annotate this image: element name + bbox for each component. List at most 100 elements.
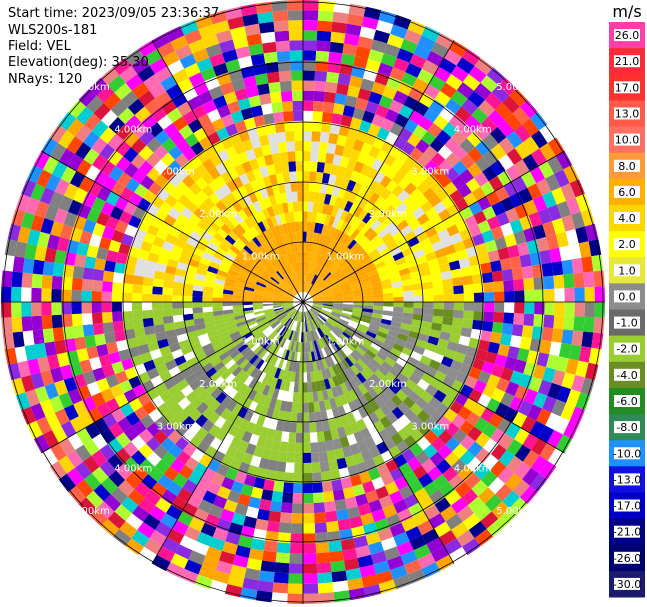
velocity-gate: [196, 440, 210, 454]
velocity-gate: [219, 550, 236, 565]
velocity-gate: [267, 342, 276, 353]
velocity-gate: [362, 308, 374, 313]
velocity-gate: [389, 522, 406, 537]
velocity-gate: [273, 572, 289, 584]
velocity-gate: [69, 416, 86, 433]
velocity-gate: [402, 312, 414, 320]
velocity-gate: [262, 299, 273, 302]
velocity-gate: [220, 420, 233, 433]
velocity-gate: [234, 471, 247, 484]
velocity-gate: [176, 333, 189, 343]
velocity-gate: [430, 409, 444, 424]
velocity-gate: [277, 336, 285, 347]
velocity-gate: [328, 344, 336, 355]
velocity-gate: [513, 313, 525, 326]
velocity-gate: [309, 361, 314, 373]
velocity-gate: [154, 416, 169, 430]
velocity-gate: [394, 476, 409, 491]
velocity-gate: [271, 388, 280, 400]
velocity-gate: [328, 418, 337, 430]
velocity-gate: [424, 416, 438, 431]
velocity-gate: [331, 570, 348, 583]
velocity-gate: [180, 384, 194, 397]
velocity-gate: [248, 496, 262, 509]
velocity-gate: [275, 310, 286, 316]
velocity-gate: [428, 513, 446, 529]
velocity-gate: [300, 312, 303, 323]
velocity-gate: [81, 290, 92, 302]
velocity-gate: [415, 450, 430, 465]
colorbar-tick-label: 13.0: [615, 108, 640, 121]
velocity-gate: [232, 415, 244, 428]
velocity-gate: [363, 366, 375, 377]
velocity-gate: [197, 476, 212, 491]
velocity-gate: [486, 398, 501, 413]
velocity-gate: [323, 335, 331, 346]
velocity-gate: [83, 473, 101, 491]
velocity-gate: [258, 348, 268, 359]
velocity-gate: [12, 331, 25, 348]
velocity-gate: [323, 490, 335, 503]
velocity-gate: [319, 313, 329, 320]
velocity-gate: [429, 489, 445, 505]
velocity-gate: [227, 490, 241, 504]
velocity-gate: [192, 302, 203, 308]
velocity-gate: [323, 346, 331, 358]
velocity-gate: [182, 302, 193, 309]
colorbar-tick-label: 4.0: [618, 212, 636, 225]
velocity-gate: [443, 302, 455, 310]
velocity-gate: [383, 302, 394, 307]
velocity-gate: [427, 466, 443, 482]
velocity-gate: [452, 428, 468, 444]
velocity-gate: [111, 302, 122, 312]
velocity-gate: [247, 389, 258, 401]
velocity-gate: [166, 481, 183, 497]
velocity-gate: [252, 304, 263, 308]
velocity-gate: [329, 469, 341, 481]
velocity-gate: [152, 316, 164, 326]
velocity-gate: [195, 427, 209, 441]
velocity-gate: [303, 442, 311, 454]
velocity-gate: [445, 513, 463, 530]
velocity-gate: [491, 322, 504, 334]
velocity-gate: [425, 366, 438, 378]
velocity-gate: [360, 449, 373, 462]
velocity-gate: [270, 366, 278, 378]
velocity-gate: [343, 304, 354, 308]
velocity-gate: [178, 464, 194, 480]
velocity-gate: [442, 375, 456, 388]
velocity-gate: [573, 316, 585, 332]
velocity-gate: [165, 359, 178, 371]
velocity-gate: [7, 362, 21, 381]
velocity-gate: [101, 312, 113, 323]
velocity-gate: [246, 320, 257, 327]
velocity-gate: [253, 308, 264, 313]
velocity-gate: [188, 336, 200, 346]
velocity-gate: [308, 351, 313, 363]
velocity-gate: [235, 369, 246, 381]
velocity-gate: [487, 341, 500, 355]
velocity-gate: [190, 448, 205, 463]
velocity-gate: [47, 354, 60, 370]
velocity-gate: [87, 407, 103, 423]
velocity-gate: [342, 308, 353, 313]
velocity-gate: [284, 305, 294, 311]
velocity-gate: [401, 448, 416, 463]
velocity-gate: [226, 323, 238, 331]
velocity-gate: [186, 356, 199, 368]
velocity-gate: [109, 383, 124, 398]
velocity-gate: [410, 351, 423, 362]
velocity-gate: [472, 319, 484, 331]
velocity-gate: [276, 461, 287, 473]
velocity-gate: [345, 567, 362, 581]
velocity-gate: [300, 342, 303, 353]
velocity-gate: [319, 312, 330, 319]
velocity-gate: [325, 321, 335, 329]
velocity-gate: [250, 327, 261, 335]
velocity-gate: [134, 406, 149, 421]
velocity-gate: [287, 442, 296, 453]
velocity-gate: [172, 295, 183, 302]
velocity-gate: [277, 313, 287, 320]
velocity-gate: [167, 528, 185, 545]
velocity-gate: [21, 375, 35, 393]
